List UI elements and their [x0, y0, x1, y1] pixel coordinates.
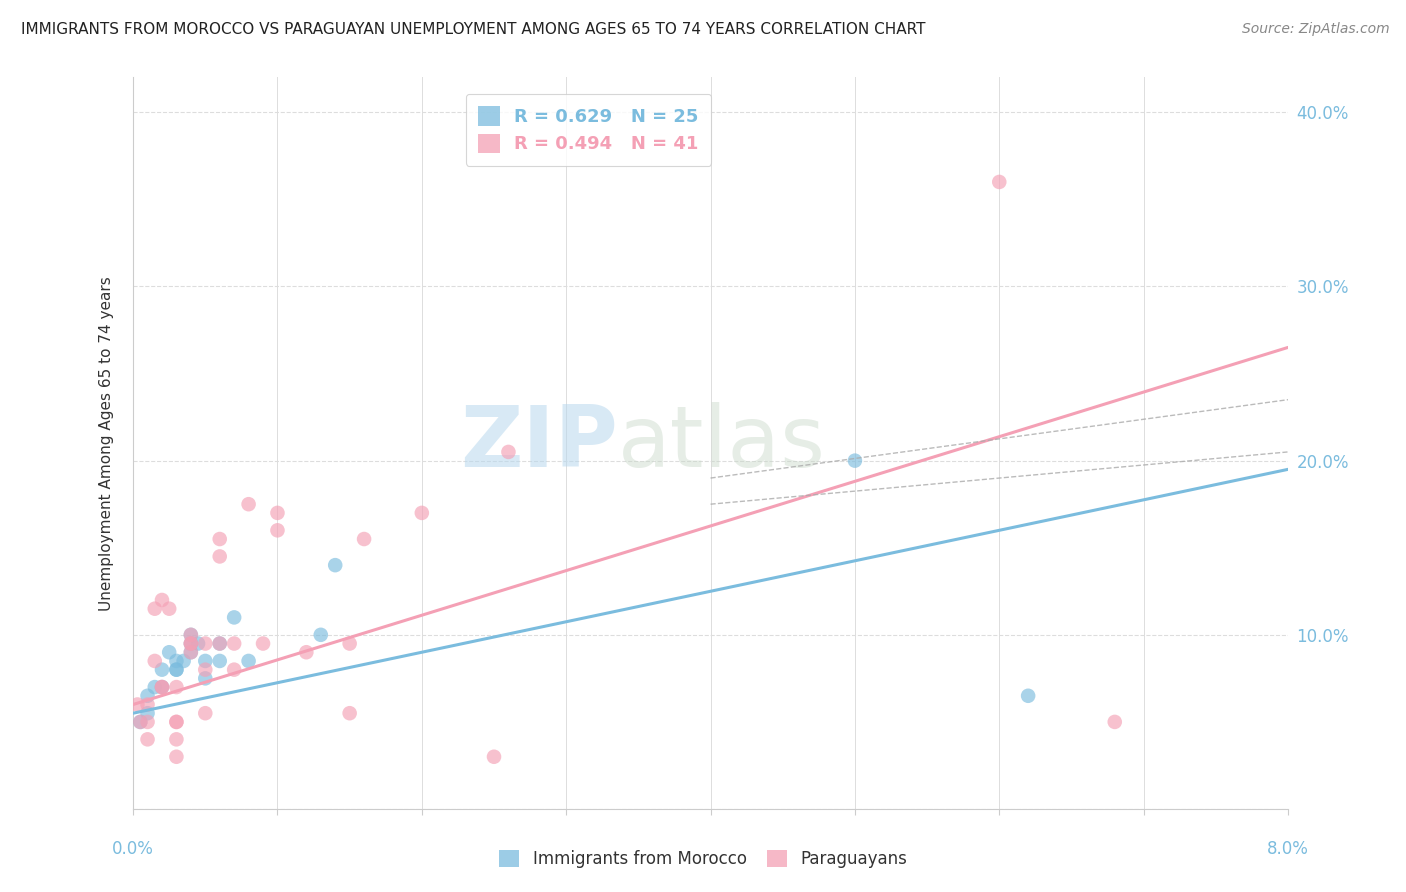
Text: 8.0%: 8.0%	[1267, 840, 1309, 858]
Point	[129, 714, 152, 729]
Point	[187, 636, 209, 650]
Point	[165, 714, 187, 729]
Point	[252, 636, 274, 650]
Point	[173, 654, 195, 668]
Text: 0.0%: 0.0%	[112, 840, 155, 858]
Point	[482, 749, 505, 764]
Point	[165, 663, 187, 677]
Point	[165, 714, 187, 729]
Text: Source: ZipAtlas.com: Source: ZipAtlas.com	[1241, 22, 1389, 37]
Point	[165, 663, 187, 677]
Point	[194, 706, 217, 721]
Legend: R = 0.629   N = 25, R = 0.494   N = 41: R = 0.629 N = 25, R = 0.494 N = 41	[465, 94, 711, 166]
Point	[180, 636, 202, 650]
Point	[165, 732, 187, 747]
Legend: Immigrants from Morocco, Paraguayans: Immigrants from Morocco, Paraguayans	[492, 843, 914, 875]
Point	[180, 636, 202, 650]
Point	[194, 672, 217, 686]
Point	[411, 506, 433, 520]
Point	[238, 654, 260, 668]
Point	[136, 706, 159, 721]
Point	[238, 497, 260, 511]
Point	[180, 628, 202, 642]
Point	[165, 680, 187, 694]
Point	[339, 706, 361, 721]
Point	[194, 654, 217, 668]
Point	[224, 636, 246, 650]
Text: ZIP: ZIP	[460, 401, 619, 484]
Point	[208, 636, 231, 650]
Point	[180, 628, 202, 642]
Point	[208, 636, 231, 650]
Point	[143, 680, 166, 694]
Point	[339, 636, 361, 650]
Point	[150, 680, 173, 694]
Point	[180, 645, 202, 659]
Point	[194, 663, 217, 677]
Point	[136, 732, 159, 747]
Point	[136, 714, 159, 729]
Point	[165, 654, 187, 668]
Point	[309, 628, 332, 642]
Point	[157, 645, 180, 659]
Point	[180, 636, 202, 650]
Point	[353, 532, 375, 546]
Point	[208, 654, 231, 668]
Point	[844, 453, 866, 467]
Point	[194, 636, 217, 650]
Point	[136, 698, 159, 712]
Point	[150, 680, 173, 694]
Point	[266, 524, 288, 538]
Point	[136, 689, 159, 703]
Point	[143, 654, 166, 668]
Point	[323, 558, 346, 573]
Point	[150, 680, 173, 694]
Text: atlas: atlas	[619, 401, 827, 484]
Point	[498, 445, 520, 459]
Point	[165, 749, 187, 764]
Point	[224, 663, 246, 677]
Point	[208, 532, 231, 546]
Point	[988, 175, 1011, 189]
Point	[127, 698, 149, 712]
Point	[150, 663, 173, 677]
Point	[143, 601, 166, 615]
Point	[1017, 689, 1039, 703]
Point	[1104, 714, 1126, 729]
Point	[150, 593, 173, 607]
Point	[157, 601, 180, 615]
Text: IMMIGRANTS FROM MOROCCO VS PARAGUAYAN UNEMPLOYMENT AMONG AGES 65 TO 74 YEARS COR: IMMIGRANTS FROM MOROCCO VS PARAGUAYAN UN…	[21, 22, 925, 37]
Point	[180, 645, 202, 659]
Point	[208, 549, 231, 564]
Point	[295, 645, 318, 659]
Point	[224, 610, 246, 624]
Y-axis label: Unemployment Among Ages 65 to 74 years: Unemployment Among Ages 65 to 74 years	[100, 276, 114, 611]
Point	[266, 506, 288, 520]
Point	[129, 714, 152, 729]
